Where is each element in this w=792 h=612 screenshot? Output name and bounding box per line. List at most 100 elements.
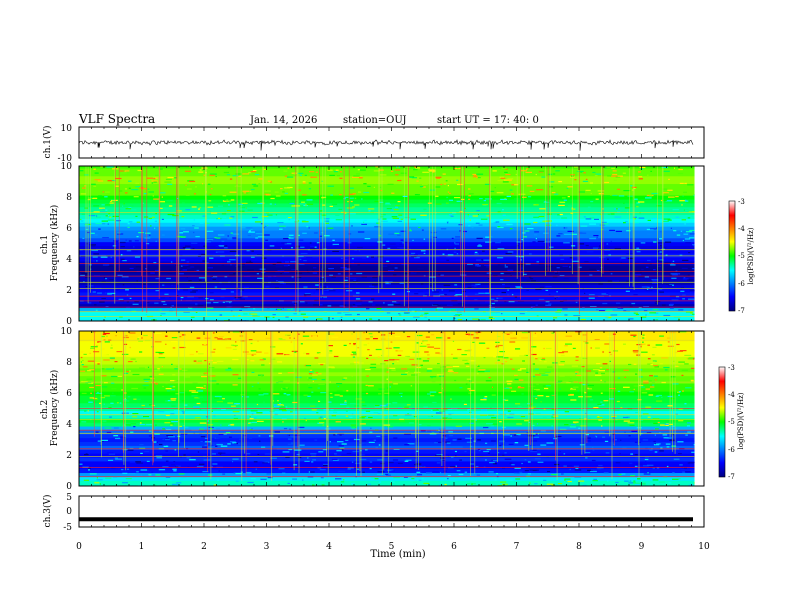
spectral-speckle xyxy=(670,273,678,275)
spectral-speckle xyxy=(447,222,449,224)
spectral-speckle xyxy=(410,218,416,220)
spectral-speckle xyxy=(665,443,671,445)
spectral-speckle xyxy=(176,295,179,297)
spectral-speckle xyxy=(623,420,630,422)
spectral-speckle xyxy=(509,332,513,334)
spectral-speckle xyxy=(169,296,172,298)
spectral-speckle xyxy=(438,392,442,394)
spectral-speckle xyxy=(310,245,314,247)
spectral-speckle xyxy=(591,469,595,471)
spectral-speckle xyxy=(671,299,679,301)
spectral-speckle xyxy=(610,389,613,391)
spectral-speckle xyxy=(467,408,471,410)
spectral-speckle xyxy=(659,363,663,365)
spectral-speckle xyxy=(134,240,139,242)
spectral-speckle xyxy=(271,290,276,292)
spectral-speckle xyxy=(671,425,675,427)
spectral-speckle xyxy=(398,314,402,316)
spectral-speckle xyxy=(687,210,692,212)
spectral-speckle xyxy=(327,169,333,171)
spectral-band xyxy=(79,348,695,353)
spectral-speckle xyxy=(280,188,283,190)
spectral-speckle xyxy=(638,178,643,180)
spectral-speckle xyxy=(496,473,498,475)
spectral-speckle xyxy=(615,230,622,232)
spectral-speckle xyxy=(365,392,369,395)
spectral-speckle xyxy=(395,206,398,208)
spectral-band xyxy=(79,460,695,466)
spectral-speckle xyxy=(597,403,602,405)
spectral-speckle xyxy=(241,227,246,229)
spectral-speckle xyxy=(677,273,680,275)
spectral-speckle xyxy=(647,405,651,407)
spectral-speckle xyxy=(583,246,586,248)
spectral-speckle xyxy=(173,470,177,472)
spectral-speckle xyxy=(174,449,177,451)
spectral-speckle xyxy=(103,354,109,356)
spectral-speckle xyxy=(665,254,668,256)
spectral-speckle xyxy=(335,478,342,480)
spectral-speckle xyxy=(235,473,242,475)
spectral-speckle xyxy=(511,390,517,392)
spectral-speckle xyxy=(647,358,651,360)
spectral-speckle xyxy=(167,176,174,179)
spectral-speckle xyxy=(83,353,87,355)
spectral-speckle xyxy=(656,260,663,262)
spectral-speckle xyxy=(214,286,218,288)
spectral-band xyxy=(79,383,695,388)
spectral-speckle xyxy=(678,394,680,396)
spectral-speckle xyxy=(291,247,293,249)
spectral-speckle xyxy=(354,462,362,464)
spectral-speckle xyxy=(509,189,513,191)
spectral-speckle xyxy=(614,216,622,218)
spectral-speckle xyxy=(344,279,348,281)
spectral-speckle xyxy=(602,363,608,365)
spectral-speckle xyxy=(522,360,525,362)
spectral-speckle xyxy=(646,174,649,176)
spectral-band xyxy=(79,425,695,431)
spectral-speckle xyxy=(343,304,346,306)
spectral-speckle xyxy=(101,204,107,206)
spectral-speckle xyxy=(112,245,117,247)
spectral-speckle xyxy=(505,174,511,176)
spectral-speckle xyxy=(393,303,401,305)
spectral-speckle xyxy=(346,390,349,392)
spectral-speckle xyxy=(533,462,541,464)
spectral-speckle xyxy=(491,423,498,425)
ch1-waveform-ylabel: ch.1(V) xyxy=(42,126,53,159)
spectral-speckle xyxy=(447,412,454,415)
spectral-speckle xyxy=(587,437,591,439)
spectral-speckle xyxy=(436,441,442,443)
spectral-speckle xyxy=(387,247,391,249)
spectral-speckle xyxy=(213,484,217,486)
spectral-speckle xyxy=(450,398,452,400)
spectral-speckle xyxy=(425,336,430,338)
spectral-speckle xyxy=(472,173,478,176)
spectral-speckle xyxy=(635,313,639,316)
spectral-speckle xyxy=(352,206,355,208)
spectral-speckle xyxy=(454,284,458,286)
spectral-speckle xyxy=(350,425,352,427)
spectral-speckle xyxy=(612,433,616,435)
spectral-speckle xyxy=(376,435,381,437)
spectral-speckle xyxy=(569,426,576,428)
spectral-speckle xyxy=(411,177,417,179)
spectral-speckle xyxy=(642,337,645,339)
spectral-speckle xyxy=(319,235,322,237)
spectral-speckle xyxy=(239,289,244,291)
spectral-speckle xyxy=(504,458,512,460)
spectral-speckle xyxy=(456,179,459,181)
spectral-speckle xyxy=(311,461,314,463)
spectral-speckle xyxy=(637,399,642,401)
spectral-speckle xyxy=(91,273,93,275)
spectral-speckle xyxy=(377,356,380,358)
spectral-speckle xyxy=(489,462,495,464)
spectral-speckle xyxy=(480,218,488,220)
spectral-speckle xyxy=(671,445,676,447)
spectral-speckle xyxy=(203,372,208,374)
spectral-speckle xyxy=(349,359,354,361)
spectral-speckle xyxy=(336,390,343,392)
spectral-speckle xyxy=(115,458,122,460)
spectral-speckle xyxy=(446,304,453,306)
spectral-speckle xyxy=(244,276,251,278)
